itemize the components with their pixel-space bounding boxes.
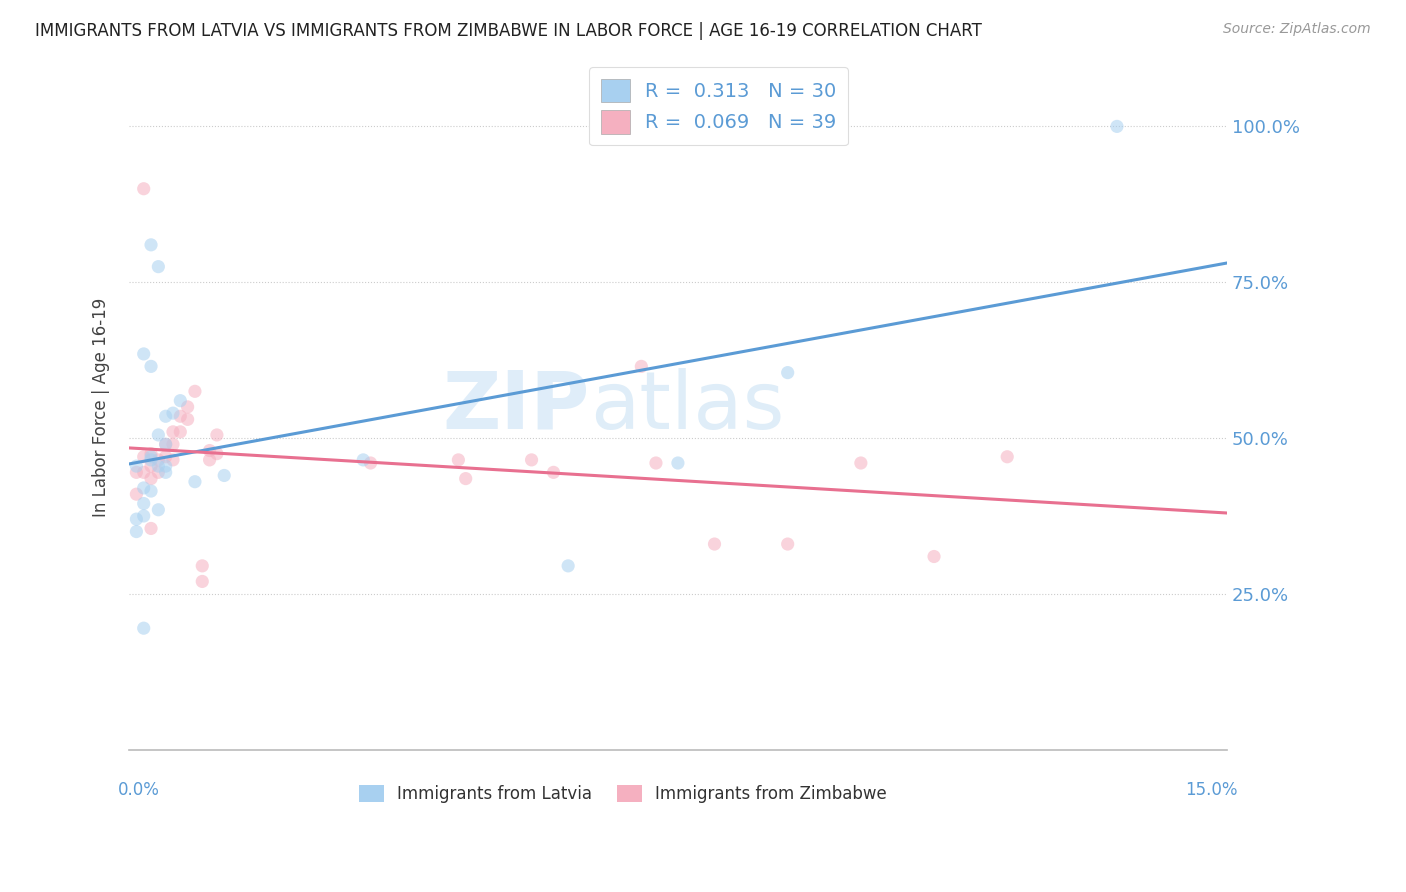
Point (139, 472, 162, 486)
Point (125, 459, 148, 474)
Point (155, 437, 177, 451)
Text: 0.0%: 0.0% (118, 780, 160, 798)
Point (139, 237, 162, 252)
Point (191, 558, 214, 573)
Point (148, 428, 170, 442)
Text: Source: ZipAtlas.com: Source: ZipAtlas.com (1223, 22, 1371, 37)
Point (666, 456, 689, 470)
Point (139, 359, 162, 374)
Point (132, 182, 155, 196)
Point (139, 521, 162, 535)
Point (155, 450, 177, 464)
Point (155, 466, 177, 480)
Point (125, 512, 148, 526)
Point (776, 366, 799, 380)
Point (205, 447, 228, 461)
Y-axis label: In Labor Force | Age 16-19: In Labor Force | Age 16-19 (93, 297, 110, 516)
Point (148, 453, 170, 467)
Point (849, 456, 872, 470)
Text: 15.0%: 15.0% (1185, 780, 1237, 798)
Point (125, 487, 148, 501)
Point (922, 549, 945, 564)
Point (155, 409, 177, 424)
Point (132, 466, 155, 480)
Text: IMMIGRANTS FROM LATVIA VS IMMIGRANTS FROM ZIMBABWE IN LABOR FORCE | AGE 16-19 CO: IMMIGRANTS FROM LATVIA VS IMMIGRANTS FRO… (35, 22, 981, 40)
Point (454, 472, 477, 486)
Point (352, 453, 374, 467)
Text: atlas: atlas (591, 368, 785, 446)
Point (125, 466, 148, 480)
Point (162, 453, 184, 467)
Point (212, 468, 235, 483)
Point (205, 428, 228, 442)
Point (139, 447, 162, 461)
Point (155, 437, 177, 451)
Point (447, 453, 470, 467)
Point (132, 450, 155, 464)
Point (148, 260, 170, 274)
Point (191, 574, 214, 589)
Point (162, 437, 184, 451)
Point (148, 459, 170, 474)
Point (176, 412, 198, 426)
Point (162, 425, 184, 439)
Point (360, 456, 382, 470)
Point (198, 453, 221, 467)
Point (184, 475, 207, 489)
Point (176, 400, 198, 414)
Point (162, 406, 184, 420)
Point (630, 359, 652, 374)
Point (132, 621, 155, 635)
Point (776, 537, 799, 551)
Legend: Immigrants from Latvia, Immigrants from Zimbabwe: Immigrants from Latvia, Immigrants from … (352, 779, 894, 810)
Point (169, 425, 191, 439)
Point (139, 459, 162, 474)
Point (995, 450, 1018, 464)
Point (184, 384, 207, 399)
Point (169, 393, 191, 408)
Point (139, 450, 162, 464)
Point (169, 409, 191, 424)
Point (198, 443, 221, 458)
Point (139, 453, 162, 467)
Point (1105, 120, 1128, 134)
Point (543, 466, 565, 480)
Point (520, 453, 543, 467)
Point (132, 481, 155, 495)
Point (645, 456, 668, 470)
Point (155, 459, 177, 474)
Point (139, 484, 162, 499)
Point (125, 524, 148, 539)
Text: ZIP: ZIP (443, 368, 591, 446)
Point (557, 558, 579, 573)
Point (132, 508, 155, 523)
Point (148, 502, 170, 516)
Point (132, 496, 155, 510)
Point (132, 347, 155, 361)
Point (148, 466, 170, 480)
Point (703, 537, 725, 551)
